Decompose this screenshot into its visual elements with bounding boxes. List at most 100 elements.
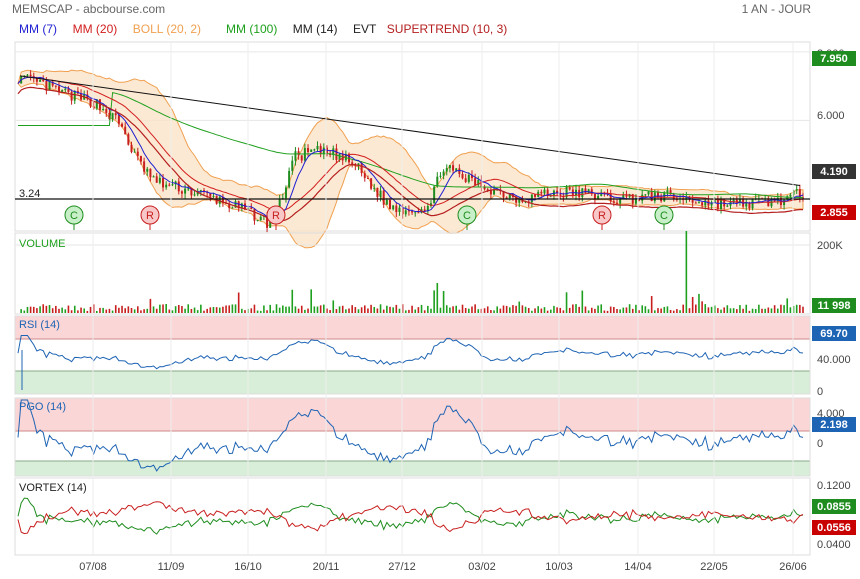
volume-bar	[660, 308, 662, 313]
volume-bar	[572, 304, 574, 313]
candle-body	[259, 216, 262, 221]
volume-bar	[89, 306, 92, 313]
candle-body	[385, 199, 388, 205]
volume-bar	[802, 306, 804, 313]
volume-bar	[77, 310, 79, 313]
volume-bar	[433, 290, 435, 313]
candle-body	[656, 192, 659, 198]
signal-label-5: C	[660, 210, 668, 222]
volume-bar	[319, 305, 322, 313]
candle-body	[470, 174, 473, 179]
value-box-volume-text: 11 998	[817, 300, 850, 312]
volume-bar	[96, 310, 98, 313]
candle-body	[162, 177, 165, 188]
legend-item-3: MM (100)	[226, 22, 277, 36]
mm7-line	[17, 76, 804, 220]
volume-bar	[102, 307, 104, 313]
volume-bar	[427, 305, 429, 313]
candle-body	[726, 205, 729, 207]
value-box-price-last-text: 4.190	[820, 166, 848, 178]
volume-bar	[184, 308, 186, 313]
value-box-supertrend-bg	[812, 205, 856, 220]
value-box-volume-bg	[812, 298, 856, 313]
volume-bar	[707, 307, 710, 313]
candle-body	[745, 202, 748, 207]
candle-body	[294, 151, 297, 161]
volume-bar	[404, 310, 407, 313]
x-tick-label-6: 10/03	[545, 561, 573, 573]
candle-body	[701, 202, 704, 206]
volume-bar	[597, 305, 599, 313]
volume-bar	[754, 308, 757, 313]
candle-body	[436, 176, 439, 187]
candle-body	[540, 191, 543, 194]
volume-bar	[26, 306, 29, 313]
volume-bar	[780, 304, 782, 313]
candle-body	[508, 193, 511, 199]
candle-body	[373, 187, 376, 189]
candle-body	[98, 99, 101, 110]
candle-body	[704, 200, 707, 206]
legend-item-2: BOLL (20, 2)	[133, 22, 201, 36]
volume-bar	[631, 308, 634, 313]
rsi-axis-label-mid: 40.000	[817, 354, 851, 366]
volume-bar	[698, 293, 700, 313]
candle-body	[376, 187, 379, 197]
legend-item-1: MM (20)	[73, 22, 118, 36]
volume-bar	[329, 309, 331, 313]
volume-bar	[241, 308, 243, 313]
candle-body	[335, 148, 338, 160]
volume-bar	[386, 305, 388, 313]
volume-bar	[581, 290, 584, 313]
volume-bar	[64, 309, 67, 313]
volume-bar	[288, 306, 290, 313]
volume-bar	[559, 307, 562, 313]
volume-bar	[534, 308, 536, 313]
volume-bar	[99, 307, 101, 313]
volume-bar	[140, 310, 142, 313]
candle-body	[738, 198, 741, 203]
candle-body	[748, 202, 751, 209]
candle-body	[697, 202, 700, 204]
candle-body	[795, 189, 798, 191]
volume-bar	[540, 308, 543, 313]
candle-body	[593, 193, 596, 200]
rsi-axis-label-zero: 0	[817, 386, 823, 398]
volume-bar	[669, 310, 672, 313]
volume-bar	[177, 305, 180, 313]
volume-bar	[278, 307, 281, 313]
value-box-vortex-plus-bg	[812, 499, 856, 514]
volume-bar	[729, 308, 732, 313]
volume-bar	[187, 304, 190, 313]
volume-bar	[250, 308, 253, 313]
volume-bar	[767, 307, 770, 313]
candle-body	[455, 168, 458, 171]
volume-bar	[562, 310, 565, 313]
volume-bar	[376, 308, 379, 313]
candle-body	[177, 181, 180, 192]
volume-bar	[635, 304, 637, 313]
volume-bar	[701, 301, 703, 313]
volume-bar	[174, 306, 177, 313]
candle-body	[48, 81, 51, 91]
candle-body	[530, 194, 533, 203]
candle-body	[568, 187, 571, 190]
legend-item-4: MM (14)	[293, 22, 338, 36]
candle-body	[691, 199, 694, 203]
volume-bar	[373, 306, 376, 313]
value-box-vortex-plus-text: 0.0855	[817, 501, 851, 513]
candle-body	[250, 207, 253, 209]
volume-bar	[638, 310, 640, 313]
candle-body	[666, 190, 669, 193]
candle-body	[168, 184, 171, 186]
candle-body	[92, 106, 95, 109]
candle-body	[483, 187, 486, 190]
volume-bar	[379, 304, 382, 313]
value-box-pgo: 2.198	[812, 417, 856, 432]
volume-bar	[527, 308, 530, 313]
candle-body	[417, 212, 420, 214]
volume-bar	[515, 305, 517, 313]
x-tick-label-8: 22/05	[700, 561, 728, 573]
candle-body	[379, 190, 382, 197]
